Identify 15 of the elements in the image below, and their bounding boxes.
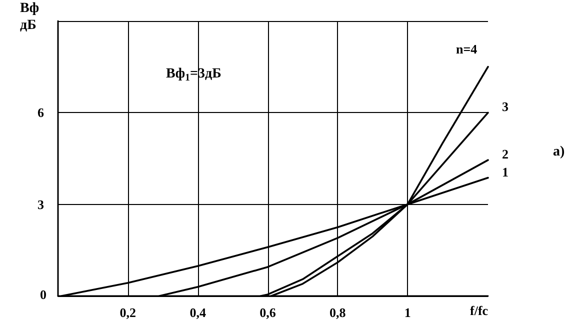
x-tick-label: 0,4	[190, 305, 206, 320]
y-tick-label: 0	[40, 287, 46, 302]
x-tick-label: 0,8	[330, 305, 346, 320]
x-axis-title: f/fc	[470, 303, 488, 318]
y-axis-title: Вф дБ	[20, 1, 40, 33]
series-label: 1	[502, 164, 508, 180]
series-label: n=4	[456, 41, 478, 56]
text: а)	[553, 144, 565, 160]
y-tick-label: 6	[38, 105, 44, 120]
x-tick-label: 1	[404, 305, 411, 320]
series-label: 3	[502, 99, 509, 114]
y-tick-label: 3	[38, 196, 44, 212]
x-tick-label: 0,2	[120, 305, 136, 320]
x-tick-label: 0,6	[260, 305, 276, 320]
series-label: 2	[502, 146, 508, 162]
